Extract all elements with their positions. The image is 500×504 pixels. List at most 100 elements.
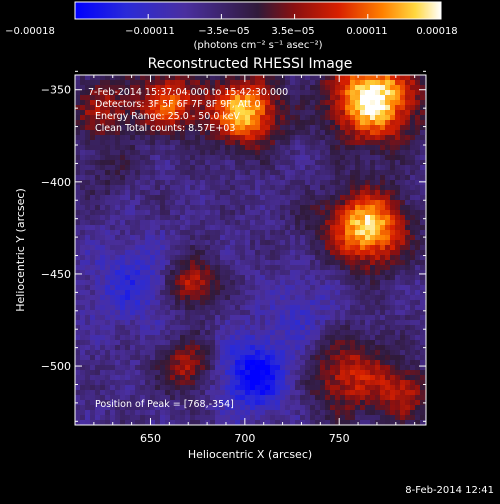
heatmap-cell: [130, 370, 136, 376]
heatmap-cell: [375, 405, 381, 411]
heatmap-cell: [105, 380, 111, 386]
heatmap-cell: [180, 280, 186, 286]
heatmap-cell: [260, 270, 266, 276]
heatmap-cell: [295, 385, 301, 391]
heatmap-cell: [220, 325, 226, 331]
heatmap-cell: [195, 215, 201, 221]
heatmap-cell: [170, 340, 176, 346]
heatmap-cell: [305, 215, 311, 221]
heatmap-cell: [140, 410, 146, 416]
heatmap-cell: [320, 95, 326, 101]
heatmap-cell: [180, 235, 186, 241]
heatmap-cell: [110, 165, 116, 171]
heatmap-cell: [75, 130, 81, 136]
heatmap-cell: [410, 230, 416, 236]
heatmap-cell: [110, 195, 116, 201]
heatmap-cell: [180, 340, 186, 346]
heatmap-cell: [350, 205, 356, 211]
heatmap-cell: [420, 305, 426, 311]
heatmap-cell: [165, 135, 171, 141]
heatmap-cell: [245, 245, 251, 251]
heatmap-cell: [395, 410, 401, 416]
heatmap-cell: [380, 165, 386, 171]
heatmap-cell: [295, 180, 301, 186]
heatmap-cell: [275, 210, 281, 216]
heatmap-cell: [370, 180, 376, 186]
heatmap-cell: [190, 310, 196, 316]
heatmap-cell: [310, 325, 316, 331]
heatmap-cell: [390, 320, 396, 326]
heatmap-cell: [280, 400, 286, 406]
heatmap-cell: [380, 350, 386, 356]
heatmap-cell: [370, 250, 376, 256]
heatmap-cell: [255, 270, 261, 276]
heatmap-cell: [140, 245, 146, 251]
heatmap-cell: [145, 285, 151, 291]
heatmap-cell: [290, 85, 296, 91]
heatmap-cell: [325, 160, 331, 166]
heatmap-cell: [350, 415, 356, 421]
heatmap-cell: [315, 110, 321, 116]
heatmap-cell: [355, 320, 361, 326]
heatmap-cell: [195, 270, 201, 276]
heatmap-cell: [265, 210, 271, 216]
heatmap-cell: [240, 145, 246, 151]
heatmap-cell: [380, 195, 386, 201]
heatmap-cell: [385, 195, 391, 201]
heatmap-cell: [275, 165, 281, 171]
heatmap-cell: [270, 175, 276, 181]
heatmap-cell: [325, 350, 331, 356]
heatmap-cell: [320, 125, 326, 131]
heatmap-cell: [340, 185, 346, 191]
heatmap-cell: [300, 390, 306, 396]
heatmap-cell: [200, 270, 206, 276]
heatmap-cell: [405, 115, 411, 121]
heatmap-cell: [380, 335, 386, 341]
heatmap-cell: [145, 275, 151, 281]
heatmap-cell: [125, 245, 131, 251]
heatmap-cell: [255, 360, 261, 366]
heatmap-cell: [400, 275, 406, 281]
heatmap-cell: [115, 330, 121, 336]
heatmap-cell: [110, 290, 116, 296]
heatmap-cell: [90, 415, 96, 421]
heatmap-cell: [255, 155, 261, 161]
heatmap-cell: [165, 215, 171, 221]
heatmap-cell: [355, 110, 361, 116]
heatmap-cell: [220, 205, 226, 211]
heatmap-cell: [325, 230, 331, 236]
heatmap-cell: [165, 385, 171, 391]
heatmap-cell: [345, 370, 351, 376]
heatmap-cell: [125, 145, 131, 151]
heatmap-cell: [160, 340, 166, 346]
heatmap-cell: [125, 200, 131, 206]
heatmap-cell: [255, 325, 261, 331]
heatmap-cell: [355, 315, 361, 321]
heatmap-cell: [410, 140, 416, 146]
heatmap-cell: [155, 300, 161, 306]
heatmap-cell: [190, 220, 196, 226]
heatmap-cell: [290, 120, 296, 126]
heatmap-cell: [395, 210, 401, 216]
heatmap-cell: [320, 130, 326, 136]
heatmap-cell: [175, 75, 181, 81]
heatmap-cell: [85, 160, 91, 166]
heatmap-cell: [270, 405, 276, 411]
heatmap-cell: [275, 155, 281, 161]
heatmap-cell: [105, 390, 111, 396]
heatmap-cell: [400, 235, 406, 241]
heatmap-cell: [380, 380, 386, 386]
heatmap-cell: [280, 155, 286, 161]
heatmap-cell: [350, 85, 356, 91]
heatmap-cell: [200, 260, 206, 266]
heatmap-cell: [295, 110, 301, 116]
heatmap-cell: [265, 405, 271, 411]
heatmap-cell: [190, 265, 196, 271]
heatmap-cell: [165, 230, 171, 236]
heatmap-cell: [325, 170, 331, 176]
heatmap-cell: [160, 285, 166, 291]
heatmap-cell: [160, 175, 166, 181]
heatmap-cell: [230, 145, 236, 151]
heatmap-cell: [245, 415, 251, 421]
heatmap-cell: [220, 305, 226, 311]
